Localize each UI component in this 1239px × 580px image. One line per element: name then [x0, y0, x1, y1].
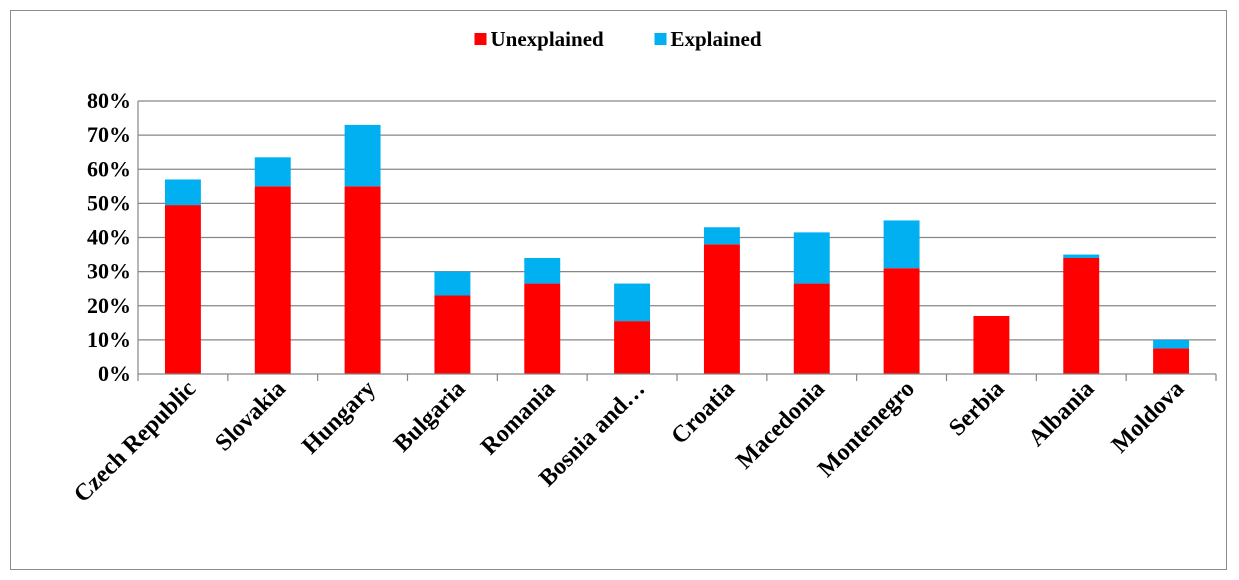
- legend-swatch-explained: [654, 33, 667, 45]
- bar-unexplained-bulgaria: [434, 295, 471, 374]
- y-tick-label: 0%: [98, 361, 131, 386]
- x-category-label: Montenegro: [813, 376, 920, 483]
- x-category-label: Albania: [1024, 376, 1100, 452]
- x-category-label: Moldova: [1107, 376, 1189, 458]
- bar-unexplained-czech-republic: [164, 205, 201, 374]
- y-tick-label: 70%: [87, 122, 131, 147]
- x-category-label: Croatia: [666, 376, 740, 450]
- bar-explained-montenegro: [883, 220, 920, 269]
- y-tick-label: 60%: [87, 156, 131, 181]
- x-category-label: Romania: [476, 376, 560, 460]
- bar-explained-hungary: [344, 124, 381, 187]
- bar-explained-czech-republic: [164, 179, 201, 206]
- legend-swatch-unexplained: [474, 33, 487, 45]
- bar-unexplained-macedonia: [793, 283, 830, 374]
- y-tick-label: 10%: [87, 327, 131, 352]
- y-axis: 0% 10% 20% 30% 40% 50% 60% 70% 80%: [87, 88, 139, 386]
- legend-label-unexplained: Unexplained: [491, 27, 605, 51]
- x-category-label: Hungary: [297, 376, 380, 459]
- bar-unexplained-slovakia: [254, 186, 291, 374]
- x-category-label: Bulgaria: [389, 376, 471, 458]
- bar-unexplained-bosnia-and: [614, 321, 651, 374]
- bar-explained-macedonia: [793, 232, 830, 284]
- bar-explained-romania: [524, 257, 561, 284]
- bar-explained-croatia: [703, 227, 740, 245]
- bar-unexplained-moldova: [1153, 348, 1190, 374]
- stacked-bar-chart: Unexplained Explained 0% 10% 20% 30% 40% 50% 60…: [69, 27, 1217, 508]
- y-tick-label: 40%: [87, 225, 131, 250]
- bar-unexplained-montenegro: [883, 268, 920, 374]
- x-category-label: Czech Republic: [69, 376, 201, 508]
- bar-unexplained-serbia: [973, 315, 1010, 374]
- bar-unexplained-romania: [524, 283, 561, 374]
- bar-unexplained-croatia: [703, 244, 740, 374]
- chart-frame: Unexplained Explained 0% 10% 20% 30% 40% 50% 60…: [10, 10, 1227, 570]
- y-tick-label: 30%: [87, 259, 131, 284]
- bars: [164, 124, 1190, 374]
- bar-explained-albania: [1063, 254, 1100, 258]
- y-tick-label: 80%: [87, 88, 131, 113]
- legend: Unexplained Explained: [474, 27, 762, 51]
- x-category-label: Slovakia: [210, 376, 291, 457]
- gridlines: [138, 100, 1216, 341]
- bar-explained-bosnia-and: [614, 283, 651, 322]
- bar-explained-moldova: [1153, 339, 1190, 349]
- x-category-label: Serbia: [944, 376, 1010, 442]
- y-tick-label: 50%: [87, 190, 131, 215]
- bar-explained-bulgaria: [434, 271, 471, 296]
- legend-label-explained: Explained: [671, 27, 762, 51]
- bar-unexplained-hungary: [344, 186, 381, 374]
- bar-explained-slovakia: [254, 157, 291, 187]
- y-tick-label: 20%: [87, 293, 131, 318]
- bar-unexplained-albania: [1063, 257, 1100, 374]
- x-axis: Czech Republic Slovakia Hungary Bulgaria Rom…: [69, 373, 1217, 508]
- x-category-label: Macedonia: [731, 376, 830, 475]
